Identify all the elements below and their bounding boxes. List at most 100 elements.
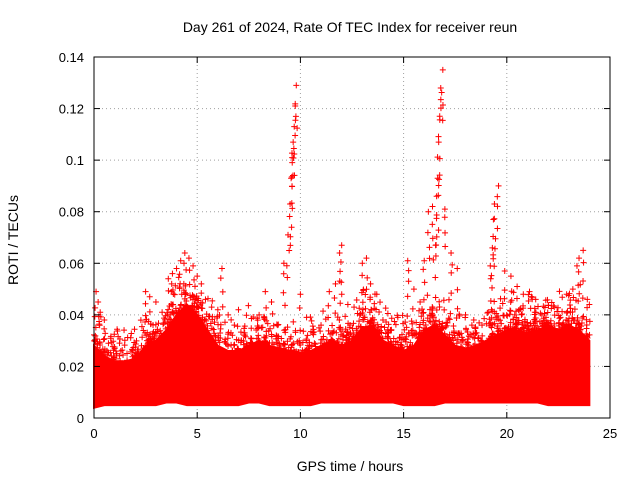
noise-point bbox=[116, 340, 123, 347]
trail-point bbox=[332, 310, 339, 317]
noise-point bbox=[182, 289, 189, 296]
data-point bbox=[326, 288, 333, 295]
noise-point bbox=[253, 326, 260, 333]
trail-point bbox=[575, 298, 582, 305]
trail-point bbox=[453, 314, 460, 321]
trail-point bbox=[436, 172, 443, 179]
noise-point bbox=[413, 319, 420, 326]
trail-point bbox=[576, 290, 583, 297]
noise-point bbox=[176, 284, 183, 291]
noise-point bbox=[576, 326, 583, 333]
data-point bbox=[551, 304, 558, 311]
data-point bbox=[396, 335, 403, 342]
trail-point bbox=[584, 304, 591, 311]
noise-point bbox=[142, 318, 149, 325]
data-point bbox=[185, 255, 192, 262]
noise-point bbox=[140, 327, 147, 334]
data-point bbox=[173, 265, 180, 272]
trail-point bbox=[417, 329, 424, 336]
noise-point bbox=[382, 305, 389, 312]
noise-point bbox=[317, 328, 324, 335]
noise-point bbox=[394, 312, 401, 319]
trail-point bbox=[433, 233, 440, 240]
data-point bbox=[152, 298, 159, 305]
noise-point bbox=[541, 304, 548, 311]
noise-point bbox=[509, 325, 516, 332]
noise-point bbox=[566, 302, 573, 309]
noise-point bbox=[171, 291, 178, 298]
noise-point bbox=[563, 322, 570, 329]
noise-point bbox=[426, 318, 433, 325]
noise-point bbox=[488, 333, 495, 340]
noise-point bbox=[191, 283, 198, 290]
trail-point bbox=[359, 272, 366, 279]
y-tick-label: 0 bbox=[77, 411, 84, 426]
noise-point bbox=[529, 326, 536, 333]
trail-point bbox=[454, 286, 461, 293]
noise-point bbox=[513, 314, 520, 321]
noise-point bbox=[291, 348, 298, 355]
data-point bbox=[290, 139, 297, 146]
noise-point bbox=[308, 317, 315, 324]
noise-point bbox=[342, 326, 349, 333]
data-point bbox=[105, 340, 112, 347]
noise-point bbox=[261, 334, 268, 341]
noise-point bbox=[131, 339, 138, 346]
trail-point bbox=[404, 293, 411, 300]
trail-point bbox=[409, 327, 416, 334]
noise-point bbox=[258, 324, 265, 331]
noise-point bbox=[376, 308, 383, 315]
noise-point bbox=[521, 316, 528, 323]
trail-point bbox=[290, 145, 297, 152]
noise-point bbox=[287, 335, 294, 342]
noise-point bbox=[556, 315, 563, 322]
trail-point bbox=[170, 310, 177, 317]
noise-point bbox=[535, 303, 542, 310]
noise-point bbox=[511, 311, 518, 318]
trail-point bbox=[395, 343, 402, 350]
noise-point bbox=[320, 333, 327, 340]
noise-point bbox=[139, 334, 146, 341]
noise-point bbox=[468, 322, 475, 329]
data-point bbox=[538, 311, 545, 318]
noise-point bbox=[445, 335, 452, 342]
trail-point bbox=[514, 317, 521, 324]
trail-point bbox=[180, 260, 187, 267]
trail-point bbox=[583, 325, 590, 332]
trail-point bbox=[442, 229, 449, 236]
trail-point bbox=[292, 132, 299, 139]
trail-point bbox=[439, 117, 446, 124]
noise-point bbox=[556, 320, 563, 327]
noise-point bbox=[418, 313, 425, 320]
trail-point bbox=[433, 212, 440, 219]
noise-point bbox=[505, 323, 512, 330]
noise-point bbox=[245, 302, 252, 309]
trail-point bbox=[421, 279, 428, 286]
data-point bbox=[545, 319, 552, 326]
noise-point bbox=[254, 322, 261, 329]
data-point bbox=[373, 291, 380, 298]
noise-point bbox=[303, 347, 310, 354]
data-point bbox=[501, 268, 508, 275]
trail-point bbox=[487, 297, 494, 304]
trail-point bbox=[217, 275, 224, 282]
data-point bbox=[190, 262, 197, 269]
noise-point bbox=[229, 332, 236, 339]
trail-point bbox=[527, 320, 534, 327]
noise-point bbox=[554, 304, 561, 311]
noise-point bbox=[217, 325, 224, 332]
noise-point bbox=[374, 326, 381, 333]
trail-point bbox=[287, 242, 294, 249]
noise-point bbox=[209, 297, 216, 304]
trail-point bbox=[289, 183, 296, 190]
trail-point bbox=[539, 322, 546, 329]
noise-point bbox=[447, 310, 454, 317]
noise-point bbox=[243, 343, 250, 350]
noise-point bbox=[420, 310, 427, 317]
trail-point bbox=[186, 281, 193, 288]
noise-point bbox=[120, 351, 127, 358]
noise-point bbox=[497, 317, 504, 324]
data-point bbox=[417, 298, 424, 305]
noise-point bbox=[222, 319, 229, 326]
trail-point bbox=[191, 276, 198, 283]
